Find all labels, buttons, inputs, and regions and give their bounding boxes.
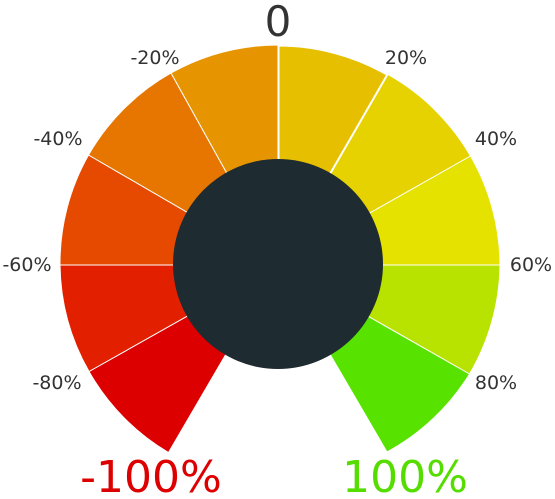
tick-label-60: 60% [510, 254, 552, 276]
end-label-100: 100% [342, 452, 468, 499]
tick-label-80: 80% [475, 372, 517, 394]
tick-label-minus-40: -40% [33, 128, 82, 150]
tick-label-minus-80: -80% [32, 372, 81, 394]
tick-label-20: 20% [385, 47, 427, 69]
end-label-minus-100: -100% [80, 452, 222, 499]
tick-label-minus-60: -60% [2, 254, 51, 276]
gauge-hub [173, 159, 383, 369]
tick-label-minus-20: -20% [130, 47, 179, 69]
tick-label-40: 40% [475, 128, 517, 150]
center-zero-label: 0 [265, 0, 292, 46]
